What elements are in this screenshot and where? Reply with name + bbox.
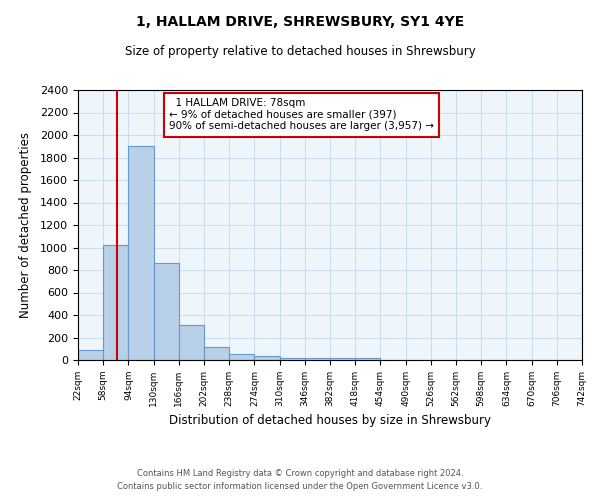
Bar xyxy=(128,146,154,360)
Bar xyxy=(280,358,305,360)
X-axis label: Distribution of detached houses by size in Shrewsbury: Distribution of detached houses by size … xyxy=(169,414,491,428)
Text: Size of property relative to detached houses in Shrewsbury: Size of property relative to detached ho… xyxy=(125,45,475,58)
Bar xyxy=(229,354,254,360)
Y-axis label: Number of detached properties: Number of detached properties xyxy=(19,132,32,318)
Text: Contains HM Land Registry data © Crown copyright and database right 2024.: Contains HM Land Registry data © Crown c… xyxy=(137,468,463,477)
Text: 1, HALLAM DRIVE, SHREWSBURY, SY1 4YE: 1, HALLAM DRIVE, SHREWSBURY, SY1 4YE xyxy=(136,15,464,29)
Text: Contains public sector information licensed under the Open Government Licence v3: Contains public sector information licen… xyxy=(118,482,482,491)
Bar xyxy=(103,245,128,360)
Bar xyxy=(154,263,179,360)
Bar xyxy=(254,356,280,360)
Bar xyxy=(305,358,330,360)
Bar xyxy=(330,358,355,360)
Bar xyxy=(179,325,204,360)
Text: 1 HALLAM DRIVE: 78sqm
← 9% of detached houses are smaller (397)
90% of semi-deta: 1 HALLAM DRIVE: 78sqm ← 9% of detached h… xyxy=(169,98,434,132)
Bar xyxy=(204,346,229,360)
Bar xyxy=(355,358,380,360)
Bar xyxy=(78,350,103,360)
